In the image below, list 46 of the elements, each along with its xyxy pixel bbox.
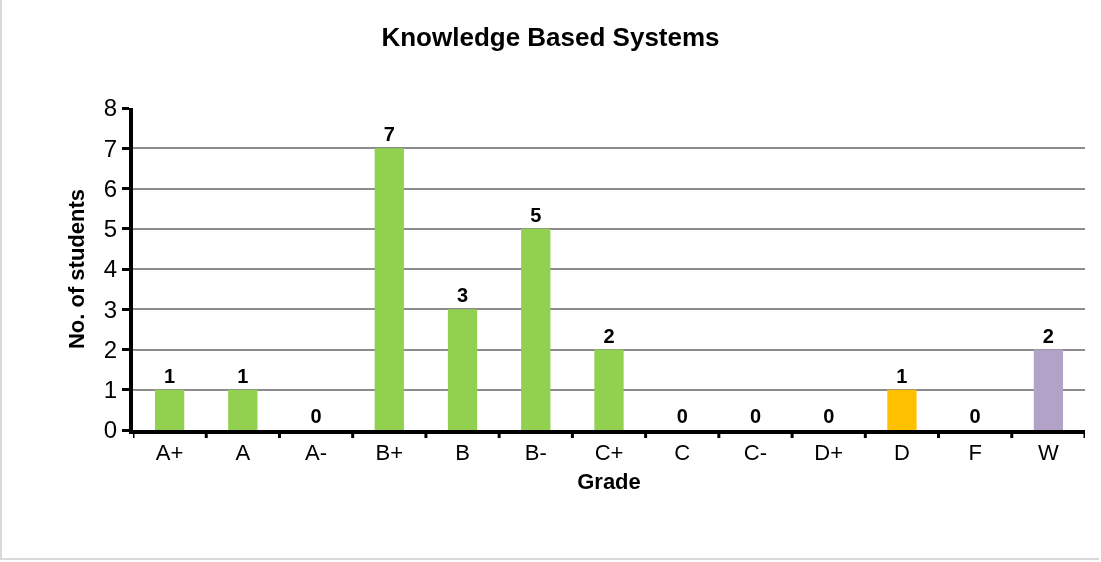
bar xyxy=(228,389,258,430)
data-label: 5 xyxy=(530,203,542,226)
y-tick-label: 0 xyxy=(103,416,118,444)
y-tick-label: 3 xyxy=(103,295,118,323)
bar xyxy=(447,309,478,430)
data-label: 0 xyxy=(823,405,835,427)
bar xyxy=(887,389,917,430)
y-tick-label: 4 xyxy=(103,255,118,283)
x-tick-label: B+ xyxy=(375,440,404,466)
x-tick-label: C- xyxy=(743,440,768,466)
bar xyxy=(594,349,624,430)
data-label: 3 xyxy=(456,284,469,307)
data-label: 7 xyxy=(383,123,395,146)
y-tick-label: 5 xyxy=(103,215,118,243)
bar xyxy=(521,228,551,430)
data-label: 0 xyxy=(749,405,762,427)
x-axis-title: Grade xyxy=(577,468,641,494)
bar xyxy=(154,389,185,430)
x-tick-label: C+ xyxy=(594,440,624,466)
x-tick-label: A xyxy=(235,440,251,466)
data-label: 2 xyxy=(1042,324,1054,347)
y-axis-title: No. of students xyxy=(64,188,90,350)
y-tick-label: 7 xyxy=(103,134,118,162)
x-tick-label: D xyxy=(893,440,910,466)
data-label: 0 xyxy=(310,405,322,427)
data-label: 0 xyxy=(676,405,688,427)
x-tick-label: B- xyxy=(524,440,547,466)
y-tick-label: 1 xyxy=(103,376,118,404)
x-tick-label: D+ xyxy=(814,440,844,466)
bar xyxy=(1033,349,1064,430)
data-label: 1 xyxy=(164,364,176,387)
data-label: 1 xyxy=(237,364,249,387)
x-tick-label: A+ xyxy=(155,440,184,466)
data-label: 1 xyxy=(896,364,908,387)
x-tick-label: C xyxy=(674,440,691,466)
y-tick-label: 6 xyxy=(103,174,118,202)
x-tick-label: F xyxy=(968,440,982,466)
x-tick-label: A- xyxy=(305,440,328,466)
chart-title: Knowledge Based Systems xyxy=(381,22,720,53)
y-tick-label: 8 xyxy=(103,94,118,122)
y-tick-label: 2 xyxy=(103,335,118,363)
data-label: 0 xyxy=(969,405,981,427)
bar xyxy=(374,148,404,430)
x-tick-label: B xyxy=(455,440,470,466)
x-tick-label: W xyxy=(1038,440,1059,466)
data-label: 2 xyxy=(603,324,615,347)
